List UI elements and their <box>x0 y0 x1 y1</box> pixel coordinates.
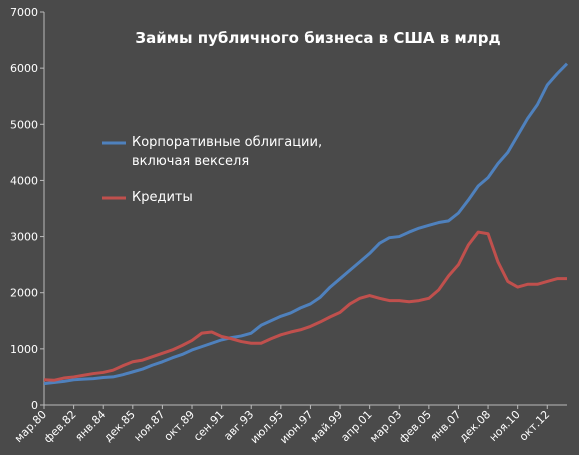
x-tick-label: ноя.10 <box>487 408 523 444</box>
series-line <box>43 230 567 382</box>
x-tick-label: ноя.87 <box>131 408 167 444</box>
y-tick-label: 0 <box>31 399 38 412</box>
x-tick-label: фев.82 <box>41 408 79 446</box>
x-tick-label: дек.85 <box>102 408 138 444</box>
chart-title: Займы публичного бизнеса в США в млрд <box>135 29 500 47</box>
x-tick-label: окт.89 <box>162 408 198 444</box>
x-tick-label: окт.12 <box>517 408 553 444</box>
x-tick-label: фев.05 <box>396 408 434 446</box>
x-tick-label: янв.07 <box>428 408 464 444</box>
x-tick-label: июн.97 <box>277 408 315 446</box>
y-tick-label: 1000 <box>10 343 38 356</box>
x-tick-label: дек.08 <box>457 408 493 444</box>
legend-entry: Кредиты <box>132 190 193 205</box>
y-tick-label: 6000 <box>10 62 38 75</box>
legend-entry: Корпоративные облигации, включая векселя <box>132 135 323 169</box>
y-tick-label: 2000 <box>10 287 38 300</box>
y-tick-label: 3000 <box>10 231 38 244</box>
x-tick-label: янв.84 <box>72 408 108 444</box>
y-tick-label: 5000 <box>10 118 38 131</box>
y-tick-label: 4000 <box>10 174 38 187</box>
x-tick-label: май.99 <box>308 408 345 445</box>
x-tick-label: сен.91 <box>191 408 227 444</box>
series-line <box>43 62 569 386</box>
y-tick-label: 7000 <box>10 6 38 19</box>
